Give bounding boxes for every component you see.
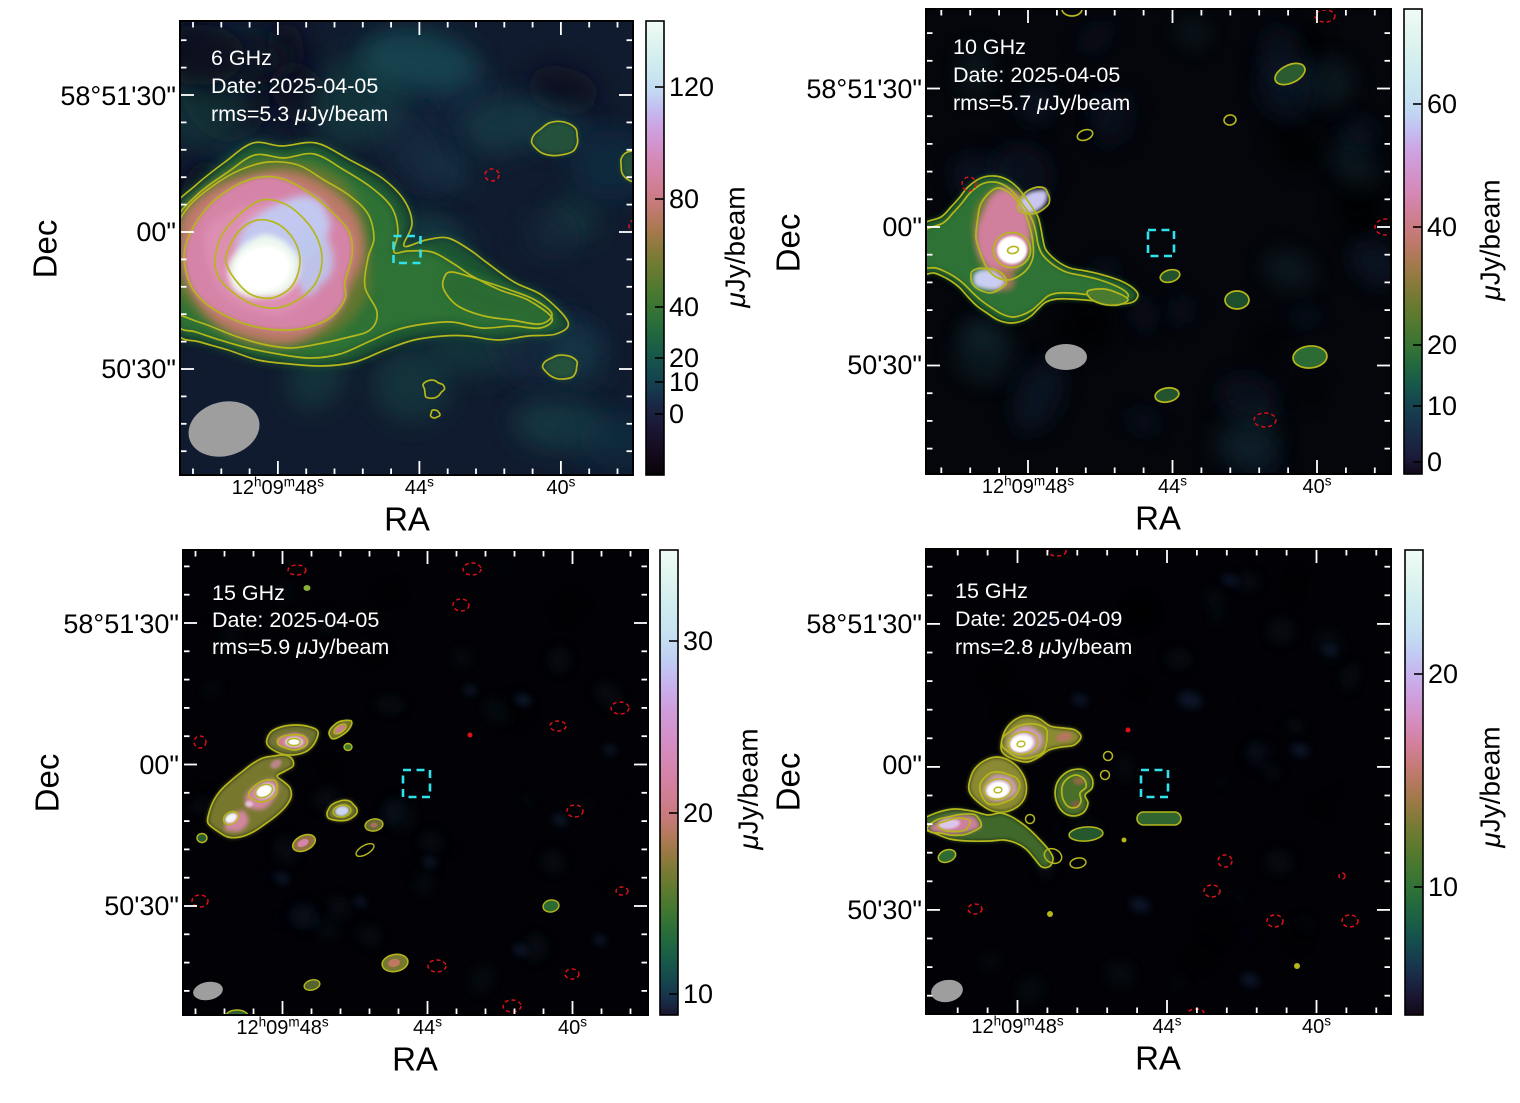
- svg-text:15 GHz: 15 GHz: [212, 581, 285, 605]
- svg-text:12h​09m​48s​: 12h​09m​48s​: [236, 1014, 329, 1039]
- svg-text:00": 00": [882, 750, 922, 780]
- svg-text:10 GHz: 10 GHz: [953, 35, 1026, 59]
- svg-text:50'30": 50'30": [847, 350, 922, 380]
- svg-text:00": 00": [139, 750, 179, 780]
- svg-text:30: 30: [683, 626, 713, 656]
- svg-text:Dec: Dec: [29, 754, 66, 813]
- svg-text:40: 40: [1427, 212, 1457, 242]
- svg-text:μJy/beam: μJy/beam: [1475, 726, 1506, 848]
- svg-text:Dec: Dec: [770, 753, 807, 812]
- svg-text:12h​09m​48s​: 12h​09m​48s​: [982, 473, 1075, 498]
- svg-text:80: 80: [669, 184, 699, 214]
- svg-text:50'30": 50'30": [104, 891, 179, 921]
- svg-text:50'30": 50'30": [101, 354, 176, 384]
- svg-text:RA: RA: [392, 1041, 438, 1078]
- svg-text:50'30": 50'30": [847, 895, 922, 925]
- svg-text:0: 0: [1427, 447, 1442, 477]
- svg-text:0: 0: [669, 399, 684, 429]
- svg-text:10: 10: [1427, 391, 1457, 421]
- svg-text:10: 10: [669, 367, 699, 397]
- svg-text:20: 20: [669, 343, 699, 373]
- svg-text:μJy/beam: μJy/beam: [720, 186, 751, 308]
- svg-text:μJy/beam: μJy/beam: [733, 728, 764, 850]
- svg-text:rms=2.8 μJy/beam: rms=2.8 μJy/beam: [955, 635, 1132, 659]
- svg-text:120: 120: [669, 72, 714, 102]
- svg-text:15 GHz: 15 GHz: [955, 579, 1028, 603]
- svg-text:Dec: Dec: [770, 214, 807, 273]
- svg-text:58°51'30": 58°51'30": [806, 609, 922, 639]
- svg-text:rms=5.3 μJy/beam: rms=5.3 μJy/beam: [211, 102, 388, 126]
- svg-text:Date: 2025-04-05: Date: 2025-04-05: [212, 608, 379, 632]
- svg-text:00": 00": [136, 217, 176, 247]
- svg-text:20: 20: [1428, 659, 1458, 689]
- svg-text:μJy/beam: μJy/beam: [1475, 179, 1506, 301]
- svg-text:40: 40: [669, 292, 699, 322]
- svg-text:Date: 2025-04-05: Date: 2025-04-05: [953, 63, 1120, 87]
- svg-text:Date: 2025-04-05: Date: 2025-04-05: [211, 74, 378, 98]
- svg-text:RA: RA: [1135, 500, 1181, 537]
- svg-text:00": 00": [882, 212, 922, 242]
- svg-text:58°51'30": 58°51'30": [63, 609, 179, 639]
- svg-text:Dec: Dec: [27, 220, 64, 279]
- svg-text:20: 20: [1427, 330, 1457, 360]
- svg-text:RA: RA: [1135, 1040, 1181, 1077]
- svg-text:12h​09m​48s​: 12h​09m​48s​: [971, 1013, 1064, 1038]
- svg-text:58°51'30": 58°51'30": [806, 74, 922, 104]
- svg-text:60: 60: [1427, 89, 1457, 119]
- svg-text:20: 20: [683, 798, 713, 828]
- svg-text:58°51'30": 58°51'30": [60, 81, 176, 111]
- svg-text:40s​: 40s​: [558, 1014, 587, 1039]
- svg-text:rms=5.9 μJy/beam: rms=5.9 μJy/beam: [212, 635, 389, 659]
- svg-text:Date: 2025-04-09: Date: 2025-04-09: [955, 607, 1122, 631]
- svg-text:12h​09m​48s​: 12h​09m​48s​: [232, 474, 325, 499]
- svg-text:rms=5.7 μJy/beam: rms=5.7 μJy/beam: [953, 91, 1130, 115]
- svg-text:RA: RA: [384, 501, 430, 538]
- svg-text:10: 10: [683, 979, 713, 1009]
- svg-text:10: 10: [1428, 872, 1458, 902]
- svg-text:6 GHz: 6 GHz: [211, 46, 272, 70]
